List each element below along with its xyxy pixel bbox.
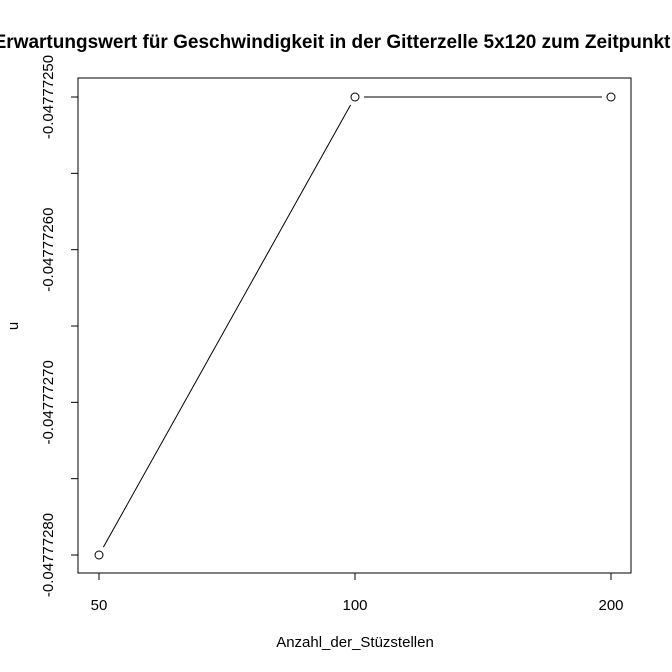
series-line [94, 92, 616, 560]
x-tick-label: 200 [598, 597, 623, 614]
chart-title: Erwartungswert für Geschwindigkeit in de… [0, 32, 671, 53]
y-tick-label: -0.04777260 [40, 208, 57, 292]
x-axis: 50 100 200 [91, 572, 624, 614]
y-tick-label: -0.04777280 [40, 513, 57, 597]
y-axis-label: u [5, 322, 22, 330]
data-point [350, 92, 360, 102]
plot-box [77, 77, 632, 574]
data-point [606, 92, 616, 102]
data-point [94, 550, 104, 560]
y-axis: -0.04777280 -0.04777270 -0.04777260 -0.0477… [40, 55, 79, 597]
y-tick-label: -0.04777250 [40, 55, 57, 139]
x-tick-label: 100 [342, 597, 367, 614]
y-tick-label: -0.04777270 [40, 360, 57, 444]
series-segment [102, 104, 352, 548]
x-tick-label: 50 [91, 597, 108, 614]
x-axis-label: Anzahl_der_Stüzstellen [276, 634, 434, 651]
